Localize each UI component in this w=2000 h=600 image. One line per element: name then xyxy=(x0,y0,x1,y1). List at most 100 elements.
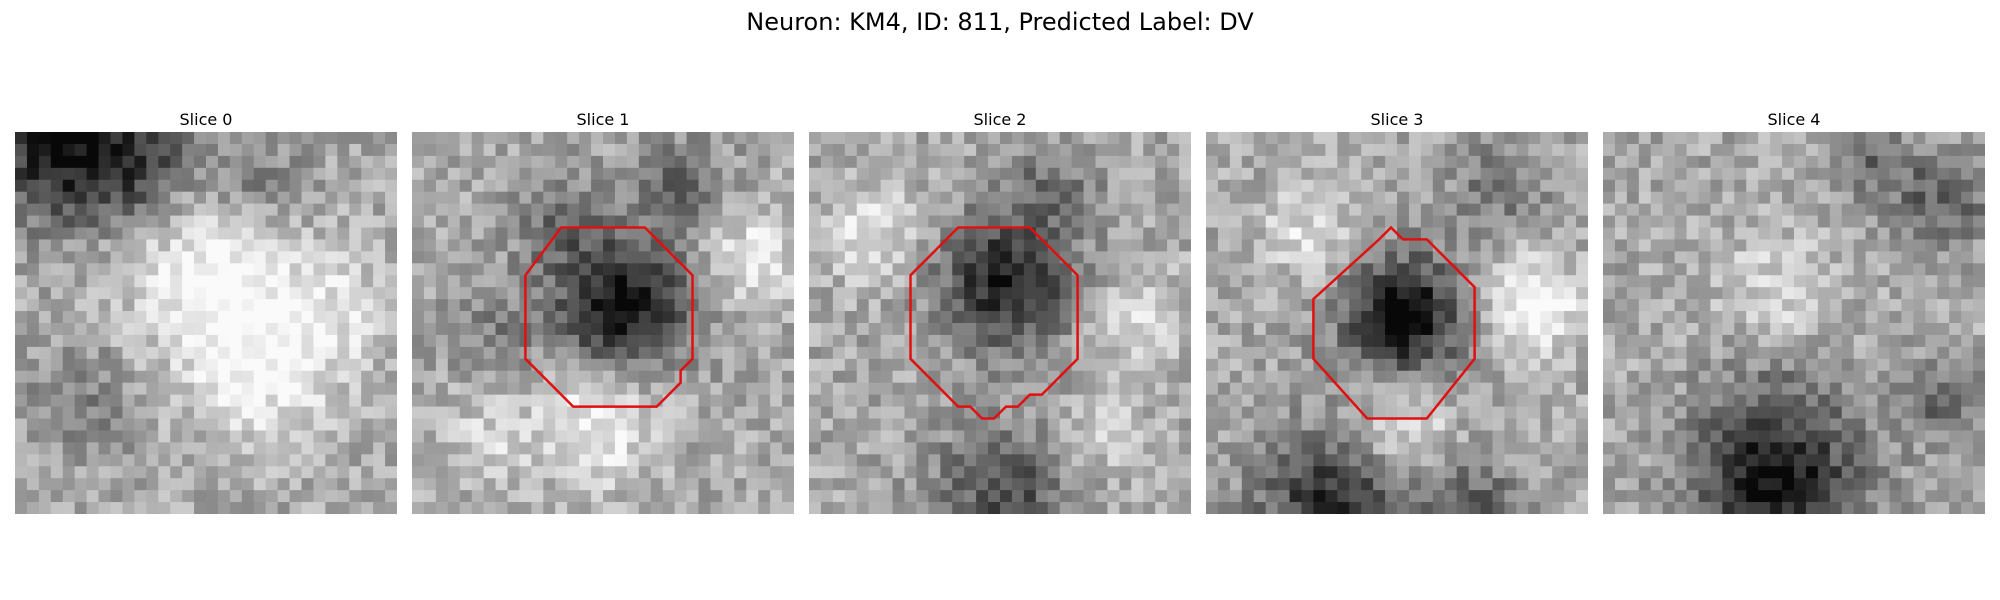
pixel xyxy=(1254,251,1267,264)
pixel xyxy=(1036,287,1049,300)
pixel xyxy=(579,490,592,503)
pixel xyxy=(952,204,965,217)
pixel xyxy=(1758,323,1771,336)
pixel xyxy=(988,490,1001,503)
pixel xyxy=(1890,263,1903,276)
pixel xyxy=(206,144,219,157)
pixel xyxy=(290,478,303,491)
pixel xyxy=(1179,502,1191,514)
pixel xyxy=(1782,275,1795,288)
pixel xyxy=(1961,371,1974,384)
pixel xyxy=(1687,144,1700,157)
pixel xyxy=(603,132,616,145)
pixel xyxy=(615,192,628,205)
pixel xyxy=(1206,359,1219,372)
pixel xyxy=(1457,287,1470,300)
pixel xyxy=(1242,478,1255,491)
pixel xyxy=(122,216,135,229)
pixel xyxy=(1842,442,1855,455)
pixel xyxy=(302,347,315,360)
pixel xyxy=(1254,490,1267,503)
pixel xyxy=(857,311,870,324)
pixel xyxy=(976,466,989,479)
pixel xyxy=(1540,168,1553,181)
pixel xyxy=(1615,395,1628,408)
pixel xyxy=(1901,239,1914,252)
pixel xyxy=(1060,204,1073,217)
pixel xyxy=(1937,251,1950,264)
pixel xyxy=(1866,347,1879,360)
pixel xyxy=(1349,347,1362,360)
pixel xyxy=(194,180,207,193)
pixel xyxy=(1373,156,1386,169)
pixel xyxy=(99,228,112,241)
pixel xyxy=(1024,263,1037,276)
pixel xyxy=(845,204,858,217)
pixel xyxy=(1290,419,1303,432)
pixel xyxy=(1675,263,1688,276)
pixel xyxy=(857,335,870,348)
pixel xyxy=(821,359,834,372)
pixel xyxy=(1710,299,1723,312)
pixel xyxy=(1687,251,1700,264)
pixel xyxy=(206,180,219,193)
pixel xyxy=(460,323,473,336)
pixel xyxy=(27,144,40,157)
pixel xyxy=(770,311,783,324)
pixel xyxy=(1516,228,1529,241)
pixel xyxy=(1119,311,1132,324)
pixel xyxy=(639,454,652,467)
pixel xyxy=(833,371,846,384)
pixel xyxy=(194,347,207,360)
pixel xyxy=(313,395,326,408)
pixel xyxy=(1639,251,1652,264)
pixel xyxy=(206,383,219,396)
pixel xyxy=(484,204,497,217)
pixel xyxy=(687,359,700,372)
pixel xyxy=(1866,132,1879,145)
pixel xyxy=(1615,311,1628,324)
pixel xyxy=(1012,299,1025,312)
pixel xyxy=(1385,299,1398,312)
pixel xyxy=(869,502,882,514)
pixel xyxy=(266,216,279,229)
pixel xyxy=(821,323,834,336)
pixel xyxy=(881,442,894,455)
pixel xyxy=(1901,395,1914,408)
pixel xyxy=(675,419,688,432)
pixel xyxy=(1048,335,1061,348)
pixel xyxy=(349,347,362,360)
pixel xyxy=(1552,287,1565,300)
pixel xyxy=(39,239,52,252)
pixel xyxy=(361,454,374,467)
pixel xyxy=(1937,156,1950,169)
pixel xyxy=(615,251,628,264)
pixel xyxy=(122,466,135,479)
pixel xyxy=(1949,156,1962,169)
pixel xyxy=(448,204,461,217)
pixel xyxy=(1687,359,1700,372)
pixel xyxy=(111,442,124,455)
pixel xyxy=(952,239,965,252)
pixel xyxy=(1024,192,1037,205)
pixel xyxy=(508,323,521,336)
pixel xyxy=(1528,239,1541,252)
pixel xyxy=(182,395,195,408)
pixel xyxy=(1012,311,1025,324)
pixel xyxy=(1048,323,1061,336)
pixel xyxy=(1143,180,1156,193)
pixel xyxy=(1675,347,1688,360)
pixel xyxy=(1615,371,1628,384)
pixel xyxy=(266,347,279,360)
pixel xyxy=(615,311,628,324)
pixel xyxy=(651,347,664,360)
pixel xyxy=(158,371,171,384)
pixel xyxy=(782,454,794,467)
pixel xyxy=(1818,407,1831,420)
pixel xyxy=(472,490,485,503)
pixel xyxy=(1179,144,1191,157)
pixel xyxy=(1397,347,1410,360)
pixel xyxy=(1830,228,1843,241)
pixel xyxy=(1782,239,1795,252)
pixel xyxy=(1254,347,1267,360)
